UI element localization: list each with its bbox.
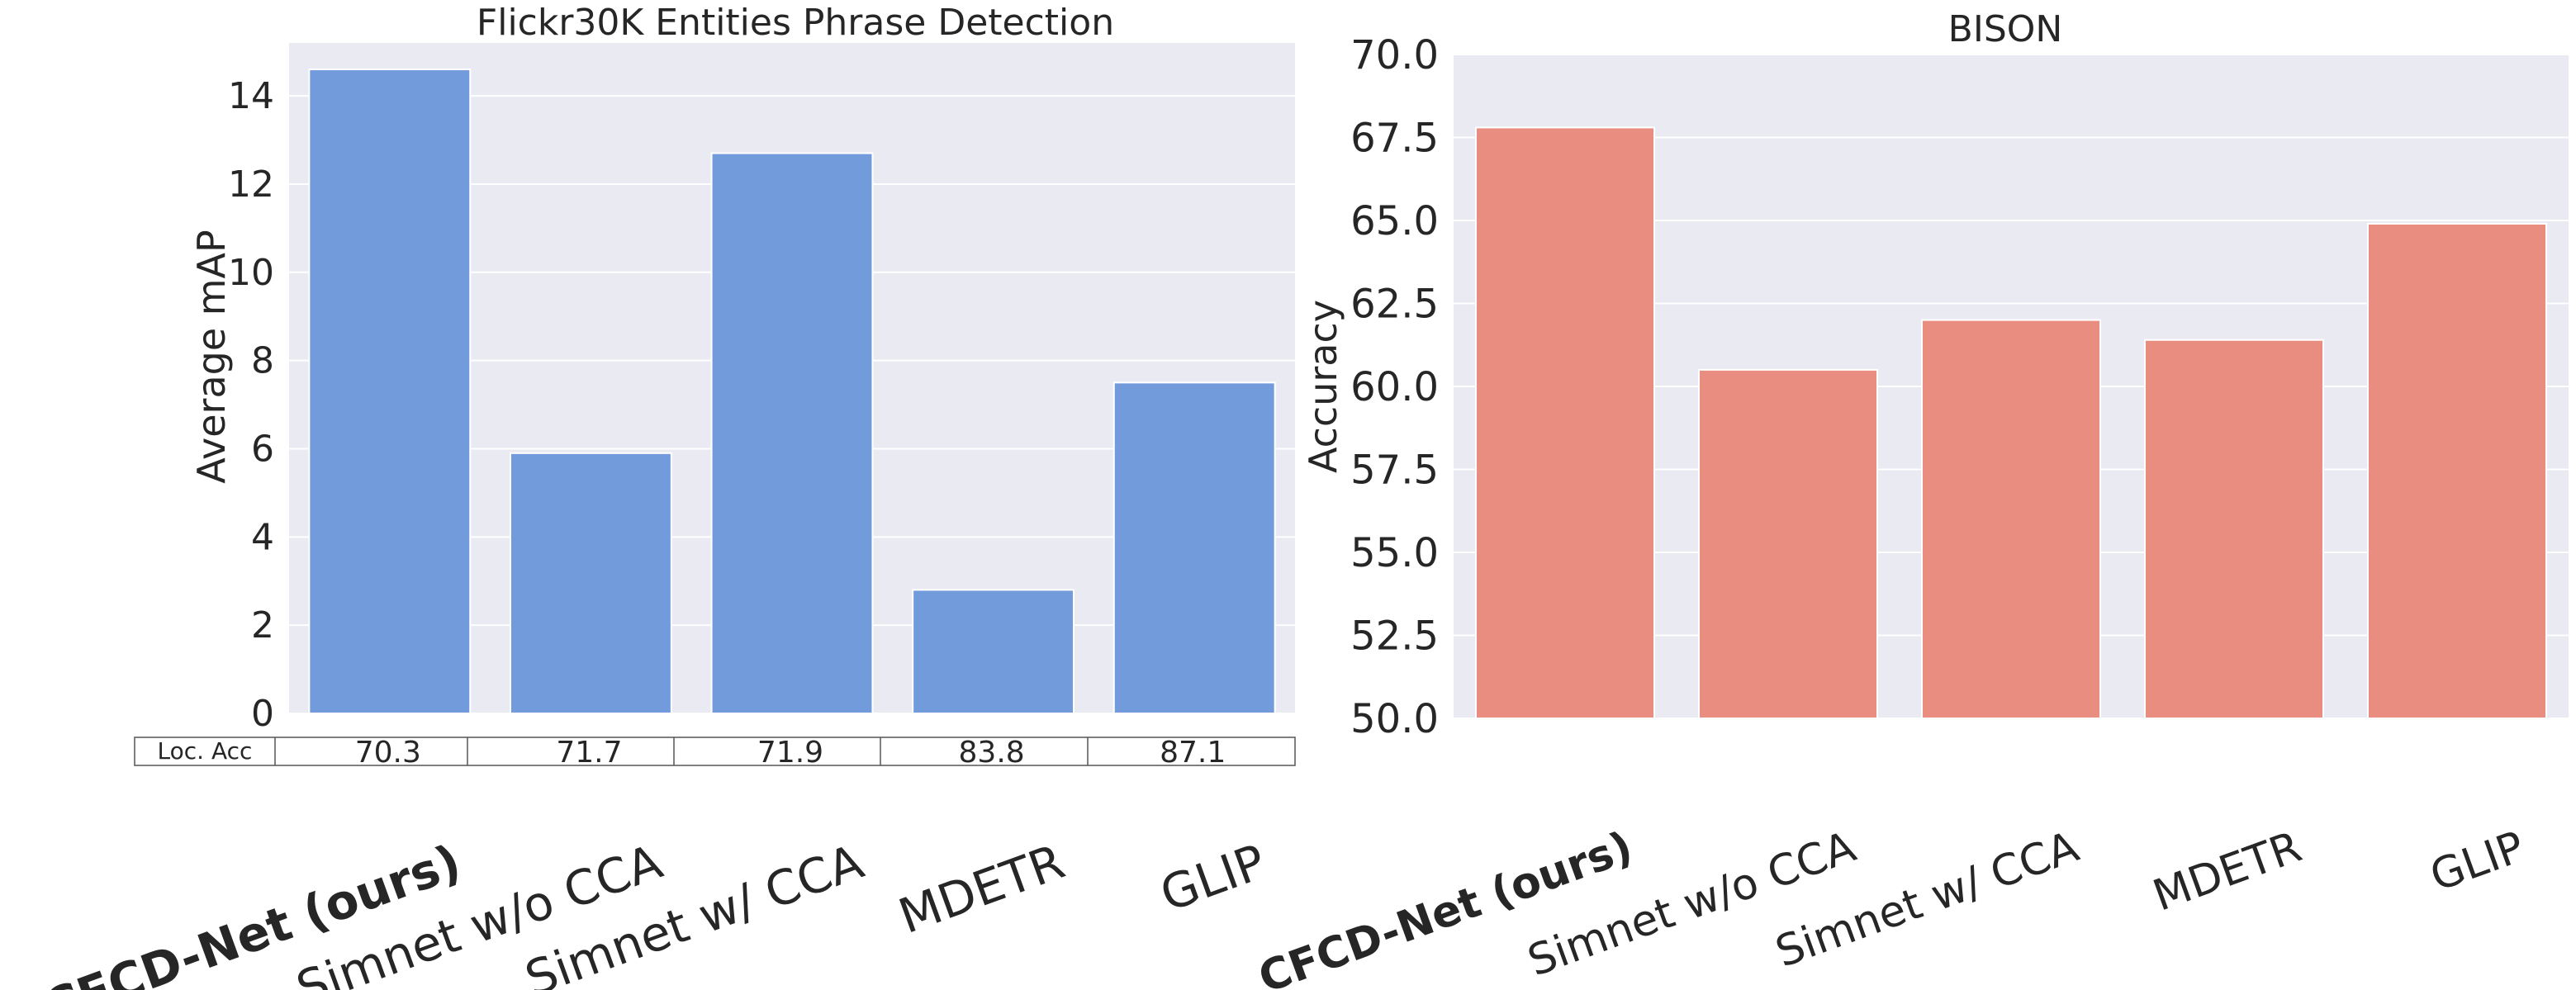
y-tick-label: 65.0: [1350, 198, 1439, 244]
y-tick-label: 6: [251, 428, 274, 470]
y-tick-label: 4: [251, 516, 274, 558]
bar: [308, 69, 472, 715]
y-tick-label: 52.5: [1350, 613, 1439, 660]
right-chart: 50.0 52.5 55.0 57.5 60.0 62.5 65.0 67.5 70.0 BIS…: [1252, 8, 2569, 990]
table-cell: 71.9: [757, 736, 823, 770]
right-y-axis-label: Accuracy: [1301, 300, 1345, 473]
y-tick-label: 2: [251, 604, 274, 647]
bar: [1698, 368, 1878, 719]
right-bars: [1475, 126, 2547, 719]
right-chart-title: BISON: [1948, 8, 2063, 50]
bar: [1475, 126, 1655, 719]
left-y-axis-label: Average mAP: [189, 230, 234, 484]
x-tick-label: MDETR: [2147, 822, 2308, 921]
y-tick-label: 0: [251, 693, 274, 735]
table-cell: 71.7: [556, 736, 622, 770]
table-cell: 83.8: [959, 736, 1025, 770]
bar: [1921, 319, 2101, 719]
table-cell: 70.3: [355, 736, 421, 770]
table-cell: 87.1: [1160, 736, 1226, 770]
y-tick-label: 57.5: [1350, 448, 1439, 494]
y-tick-label: 10: [228, 252, 274, 294]
bar: [912, 589, 1075, 715]
y-tick-label: 50.0: [1350, 696, 1439, 742]
left-chart-title: Flickr30K Entities Phrase Detection: [477, 2, 1114, 44]
left-chart: 0 2 4 6 8 10 12 14 Flickr30K Entities Phrase De…: [36, 2, 1296, 990]
y-tick-label: 8: [251, 340, 274, 382]
y-tick-label: 12: [228, 163, 274, 206]
y-tick-label: 70.0: [1350, 32, 1439, 78]
table-border: [134, 737, 1296, 766]
y-tick-label: 14: [228, 75, 274, 117]
bar: [710, 152, 874, 715]
y-tick-label: 67.5: [1350, 116, 1439, 162]
loc-acc-table: Loc. Acc 70.3 71.7 71.9 83.8 87.1: [134, 736, 1296, 770]
y-tick-label: 62.5: [1350, 282, 1439, 328]
y-tick-label: 60.0: [1350, 364, 1439, 410]
y-tick-label: 55.0: [1350, 530, 1439, 576]
bar: [2144, 339, 2324, 719]
table-row-label: Loc. Acc: [158, 737, 253, 765]
bar: [2367, 223, 2547, 719]
right-y-ticks: 50.0 52.5 55.0 57.5 60.0 62.5 65.0 67.5 70.0: [1350, 32, 1439, 742]
left-y-ticks: 0 2 4 6 8 10 12 14: [228, 75, 274, 735]
bar: [509, 452, 672, 714]
x-tick-label: GLIP: [1153, 833, 1273, 922]
left-bars: [308, 69, 1276, 715]
x-tick-label: MDETR: [892, 833, 1072, 945]
bar: [1112, 381, 1276, 714]
x-tick-label: GLIP: [2424, 822, 2531, 902]
